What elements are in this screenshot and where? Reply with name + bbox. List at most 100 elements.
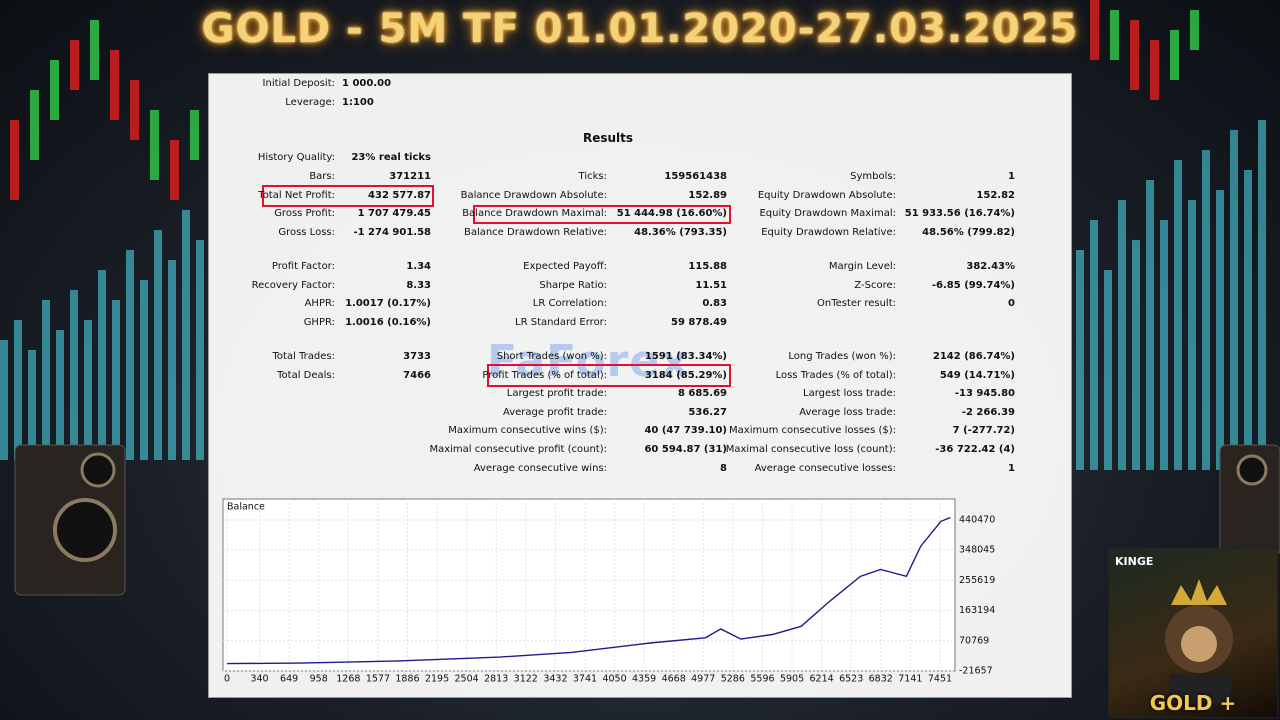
field-label: Average consecutive wins: bbox=[473, 462, 607, 474]
field-value: 536.27 bbox=[688, 406, 727, 418]
field-label: Equity Drawdown Absolute: bbox=[757, 189, 896, 201]
field-label: LR Correlation: bbox=[532, 298, 607, 310]
field-value: 159561438 bbox=[664, 171, 727, 182]
field-value: 51 933.56 (16.74%) bbox=[904, 208, 1015, 220]
field-value: 1 bbox=[1008, 171, 1015, 182]
field-value: 371211 bbox=[389, 171, 431, 182]
x-tick-label: 5596 bbox=[750, 674, 774, 685]
field-value: 0 bbox=[1008, 298, 1015, 310]
field-value: 1:100 bbox=[342, 96, 374, 108]
x-tick-label: 958 bbox=[310, 674, 328, 685]
field-label: Symbols: bbox=[850, 171, 896, 182]
x-tick-label: 1577 bbox=[366, 674, 390, 685]
field-value: 40 (47 739.10) bbox=[644, 425, 727, 437]
field-value: 152.89 bbox=[688, 189, 727, 201]
field-value: 1.0017 (0.17%) bbox=[345, 298, 431, 310]
field-value: 48.36% (793.35) bbox=[634, 226, 727, 238]
field-value: 115.88 bbox=[688, 261, 727, 272]
field-label: Maximal consecutive profit (count): bbox=[429, 444, 607, 455]
x-tick-label: 6523 bbox=[839, 674, 863, 685]
x-tick-label: 5905 bbox=[780, 674, 804, 685]
field-label: Average consecutive losses: bbox=[754, 462, 896, 474]
field-label: Average loss trade: bbox=[799, 406, 896, 418]
field-label: Loss Trades (% of total): bbox=[775, 369, 896, 381]
field-value: 8.33 bbox=[406, 279, 431, 291]
field-label: Balance Drawdown Absolute: bbox=[460, 189, 607, 201]
field-label: Equity Drawdown Maximal: bbox=[759, 208, 896, 220]
x-tick-label: 4050 bbox=[602, 674, 626, 685]
field-value: 382.43% bbox=[966, 261, 1015, 272]
field-label: History Quality: bbox=[257, 152, 335, 164]
field-label: Expected Payoff: bbox=[523, 261, 607, 272]
x-tick-label: 6832 bbox=[869, 674, 893, 685]
field-label: Margin Level: bbox=[828, 261, 896, 272]
field-label: Total Deals: bbox=[277, 369, 335, 381]
field-value: 8 bbox=[720, 462, 727, 474]
field-value: 549 (14.71%) bbox=[939, 369, 1015, 381]
field-label: Recovery Factor: bbox=[251, 279, 335, 291]
field-value: 8 685.69 bbox=[677, 388, 727, 400]
chart-title: Balance bbox=[227, 502, 265, 513]
field-value: 432 577.87 bbox=[368, 189, 431, 201]
field-label: Balance Drawdown Maximal: bbox=[462, 208, 607, 220]
x-tick-label: 7451 bbox=[928, 674, 952, 685]
field-value: 51 444.98 (16.60%) bbox=[616, 208, 727, 220]
x-tick-label: 2195 bbox=[425, 674, 449, 685]
x-tick-label: 7141 bbox=[898, 674, 922, 685]
highlight-box bbox=[487, 364, 731, 387]
field-value: 7 (-277.72) bbox=[952, 425, 1015, 437]
field-value: 11.51 bbox=[695, 279, 727, 291]
y-tick-label: 163194 bbox=[959, 605, 995, 616]
x-tick-label: 340 bbox=[250, 674, 268, 685]
y-tick-label: -21657 bbox=[959, 666, 993, 677]
field-label: GHPR: bbox=[303, 316, 335, 328]
x-tick-label: 6214 bbox=[810, 674, 834, 685]
y-tick-label: 255619 bbox=[959, 575, 995, 586]
field-label: Average profit trade: bbox=[502, 406, 607, 418]
field-label: Z-Score: bbox=[854, 279, 896, 291]
field-label: Profit Trades (% of total): bbox=[482, 369, 607, 381]
field-label: Bars: bbox=[309, 171, 335, 182]
highlight-box bbox=[473, 205, 731, 224]
field-value: 1 000.00 bbox=[342, 78, 392, 89]
field-value: 60 594.87 (31) bbox=[644, 444, 727, 455]
x-tick-label: 4668 bbox=[662, 674, 686, 685]
results-title: Results bbox=[582, 131, 634, 145]
field-label: Total Trades: bbox=[272, 351, 336, 362]
field-value: 152.82 bbox=[976, 189, 1015, 201]
x-tick-label: 3432 bbox=[543, 674, 567, 685]
y-tick-label: 70769 bbox=[959, 635, 989, 646]
field-value: 1.34 bbox=[406, 261, 431, 272]
field-label: Gross Loss: bbox=[278, 226, 335, 238]
field-label: Short Trades (won %): bbox=[496, 351, 607, 362]
field-value: 1 707 479.45 bbox=[357, 208, 431, 220]
field-label: Gross Profit: bbox=[274, 208, 335, 220]
x-tick-label: 1886 bbox=[395, 674, 419, 685]
badge: KINGE GOLD + bbox=[1108, 548, 1278, 718]
x-tick-label: 2813 bbox=[484, 674, 508, 685]
field-label: Largest loss trade: bbox=[803, 388, 896, 400]
plot-frame bbox=[222, 498, 956, 672]
field-value: -1 274 901.58 bbox=[353, 226, 431, 238]
field-label: Initial Deposit: bbox=[262, 78, 335, 89]
x-tick-label: 649 bbox=[280, 674, 298, 685]
report-panel: FaForex Results Balance 0 340 649 958 1268 15… bbox=[208, 73, 1072, 698]
field-label: Ticks: bbox=[578, 171, 607, 182]
badge-art bbox=[1165, 579, 1233, 703]
field-value: 1591 (83.34%) bbox=[644, 351, 727, 362]
field-label: Largest profit trade: bbox=[506, 388, 607, 400]
field-value: 3733 bbox=[403, 351, 431, 362]
badge-title: KINGE bbox=[1115, 555, 1154, 568]
field-value: 1.0016 (0.16%) bbox=[345, 316, 431, 328]
x-tick-label: 2504 bbox=[455, 674, 479, 685]
y-tick-label: 348045 bbox=[959, 545, 995, 556]
field-value: 7466 bbox=[403, 369, 431, 381]
field-label: Equity Drawdown Relative: bbox=[761, 226, 896, 238]
field-value: 59 878.49 bbox=[671, 316, 727, 328]
x-tick-label: 5286 bbox=[721, 674, 745, 685]
field-label: OnTester result: bbox=[816, 298, 896, 310]
field-value: 48.56% (799.82) bbox=[922, 226, 1015, 238]
field-label: LR Standard Error: bbox=[515, 316, 607, 328]
